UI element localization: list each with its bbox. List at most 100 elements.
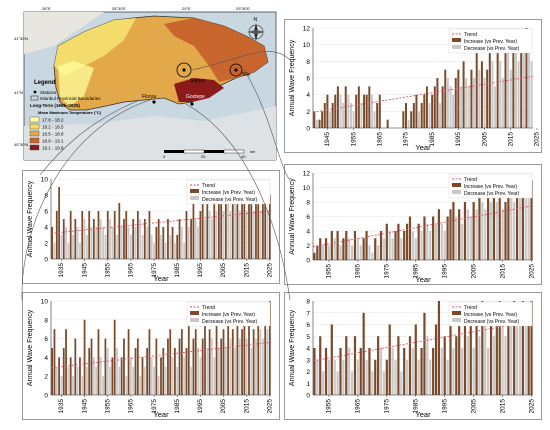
bar <box>224 195 227 259</box>
bar <box>236 195 239 259</box>
bar <box>125 211 128 259</box>
bar <box>478 194 481 260</box>
x-tick-label: 2015 <box>507 132 514 147</box>
bar <box>220 338 223 395</box>
bar <box>530 180 533 260</box>
bar <box>67 243 70 259</box>
bar <box>136 338 139 395</box>
bar <box>460 348 464 395</box>
bar <box>183 243 186 259</box>
bar <box>113 211 116 259</box>
bar <box>241 203 243 259</box>
bar <box>522 53 525 128</box>
y-tick-label: 0 <box>44 257 48 264</box>
bar <box>446 216 449 260</box>
bar <box>176 366 179 395</box>
bar <box>439 103 442 128</box>
y-tick-label: 10 <box>303 185 311 192</box>
bar <box>402 111 405 128</box>
bar <box>92 357 95 395</box>
bar <box>315 119 318 128</box>
y-tick-label: 7 <box>306 310 310 317</box>
y-axis-label: Annual Wave Frequency <box>289 178 296 255</box>
bar <box>174 243 176 259</box>
bar <box>264 319 267 395</box>
bar <box>79 357 81 395</box>
bar <box>330 231 333 260</box>
bar <box>176 235 179 259</box>
bar <box>111 357 114 395</box>
bar <box>528 53 531 128</box>
bar <box>353 231 357 260</box>
bar <box>368 245 371 260</box>
x-tick-label: 1975 <box>403 132 410 147</box>
bar <box>428 103 431 128</box>
bar <box>524 312 527 395</box>
y-tick-label: 2 <box>306 369 310 376</box>
bar <box>238 211 241 259</box>
bar <box>141 235 144 259</box>
bar <box>257 319 260 395</box>
bar <box>496 53 499 128</box>
y-tick-label: 10 <box>303 42 311 49</box>
bar <box>118 203 121 259</box>
bar <box>339 94 342 128</box>
x-tick-label: 2025 <box>528 399 535 414</box>
bar <box>379 231 383 260</box>
bar <box>418 111 421 128</box>
bar <box>527 194 530 260</box>
bar <box>475 324 478 395</box>
bar <box>218 348 220 395</box>
bar <box>378 94 381 128</box>
bar <box>331 103 334 128</box>
bar <box>400 371 403 395</box>
bar <box>259 211 262 259</box>
bar <box>410 111 413 128</box>
y-tick-label: 6 <box>306 214 310 221</box>
y-tick-label: 10 <box>41 299 49 306</box>
bar <box>120 357 123 395</box>
bar <box>504 44 507 128</box>
legend-box <box>448 173 533 199</box>
x-tick-label: 2025 <box>267 263 274 278</box>
bar <box>524 187 527 260</box>
bar <box>360 103 363 128</box>
bar <box>146 348 148 395</box>
bar <box>492 187 496 260</box>
bar <box>458 209 461 260</box>
bar <box>97 211 100 259</box>
bar <box>342 238 345 260</box>
y-tick-label: 6 <box>44 209 48 216</box>
y-tick-label: 0 <box>306 258 310 265</box>
bar <box>222 211 225 259</box>
bar <box>365 359 368 395</box>
bar <box>491 61 494 129</box>
trend-line <box>312 320 534 362</box>
bar <box>322 245 325 260</box>
x-tick-label: 1945 <box>81 399 88 414</box>
bar <box>520 44 523 128</box>
x-tick-label: 2025 <box>528 264 535 279</box>
bar <box>157 376 160 395</box>
bar <box>530 301 533 395</box>
wave-frequency-chart-5: 0 1 2 3 4 5 6 7 8 1955 1965 1975 1985 1995 2005 2015 202… <box>289 299 535 420</box>
bar <box>481 202 484 260</box>
station-label: Goztepe <box>186 94 205 100</box>
bar <box>127 329 130 395</box>
bar <box>440 348 443 395</box>
bar <box>130 357 132 395</box>
bar <box>185 348 188 395</box>
x-axis-label: Year <box>415 275 431 284</box>
y-tick-label: 5 <box>306 334 310 341</box>
legend-decrease-swatch <box>452 318 461 322</box>
bar <box>143 366 146 395</box>
bar <box>365 231 368 260</box>
bar <box>368 348 371 395</box>
x-tick-label: 1995 <box>441 264 448 279</box>
bar <box>377 336 380 395</box>
x-tick-label: 1975 <box>384 399 391 414</box>
bar <box>130 235 132 259</box>
x-axis-label: Year <box>415 143 431 152</box>
bar <box>319 238 322 260</box>
bar <box>374 359 377 395</box>
